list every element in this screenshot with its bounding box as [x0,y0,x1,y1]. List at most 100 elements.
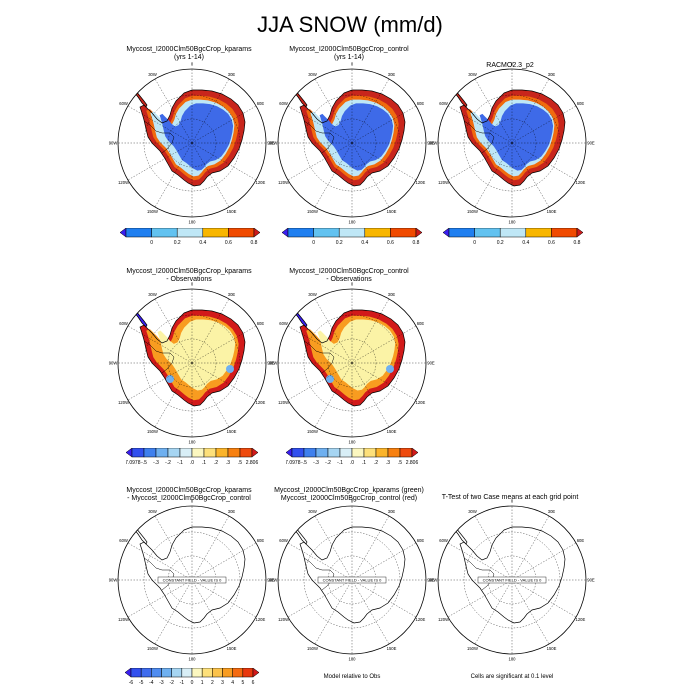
colorbar-tick-label: 2.806 [406,460,418,466]
longitude-label: 180 [189,220,197,225]
colorbar-tick-label: 0.4 [199,240,206,246]
panel-title-5: Myccost_I2000Clm50BgcCrop_control - Obse… [269,268,429,283]
longitude-label: 60E [417,321,425,326]
colorbar-diff-3: -6 -5 -4 -3 -2 -1 0 1 2 3 4 5 6 [125,668,259,686]
meridian-line [447,579,513,618]
colorbar-tick-label: .5 [238,460,242,466]
colorbar-tick-label: 0.2 [497,240,504,246]
panel-title-4-line2: - Observations [166,275,212,283]
meridian-line [351,78,390,144]
interior-fill [319,103,394,171]
colorbar-box [242,668,254,678]
footnote-model-relative: Model relative to Obs [323,674,381,680]
colorbar-tick-label: -5 [139,680,144,686]
panel-title-2-line1: Myccost_I2000Clm50BgcCrop_control [289,46,409,53]
colorbar-tick-label: -.2 [165,460,171,466]
longitude-label: 30E [388,292,396,297]
colorbar-tick-label: .5 [398,460,402,466]
longitude-label: 60W [119,321,128,326]
colorbar-box [212,668,223,678]
colorbar-box [191,668,203,678]
longitude-label: 150W [147,646,158,651]
coastline [299,309,406,407]
longitude-label: 90E [267,361,275,366]
meridian-line [191,105,257,144]
meridian-line [191,579,230,645]
panel-title-4: Myccost_I2000Clm50BgcCrop_kparams - Obse… [109,268,269,283]
longitude-label: 90W [109,578,118,583]
meridian-line [287,105,353,144]
meridian-line [154,78,193,144]
meridian-line [127,142,193,181]
colorbar-tick-label: -3 [159,680,164,686]
meridian-line [511,142,550,208]
meridian-line [474,515,513,581]
longitude-label: 60E [257,538,265,543]
coastline [139,309,246,407]
longitude-label: 90W [269,578,278,583]
colorbar-tick-label: -.3 [313,460,319,466]
longitude-label: 120E [256,617,266,622]
colorbar-box [140,668,152,678]
colorbar-abs-1: 00.20.40.60.81 [120,228,260,246]
meridian-line [287,579,353,618]
meridian-line [314,298,353,364]
meridian-line [191,515,230,581]
colorbar-box [228,228,255,238]
colorbar-tick-label: -.1 [177,460,183,466]
longitude-label: 30E [228,509,236,514]
longitude-label: 0 [511,499,514,504]
longitude-label: 30W [308,292,317,297]
coastline [299,89,406,187]
longitude-label: 120W [278,180,289,185]
colorbar-box [201,668,213,678]
meridian-line [154,298,193,364]
colorbar-tick-label: -.3 [153,460,159,466]
colorbar-box [351,448,365,458]
map-kparams: 0 30E 60E 90E 120E 150E 180 150W 120W 90W 60W 30W [109,62,275,225]
longitude-label: 30W [308,72,317,77]
meridian-line [474,579,513,645]
constant-field-label: CONSTANT FIELD - VALUE IS 0 [323,578,382,583]
coastline [139,526,246,624]
meridian-line [191,78,230,144]
colorbar-tick-label: 0.8 [251,240,258,246]
meridian-line [351,105,417,144]
colorbar-end-high [252,668,259,678]
longitude-label: 150E [227,209,237,214]
colorbar-box [448,228,475,238]
longitude-label: 180 [189,440,197,445]
coastline [459,526,566,624]
longitude-label: 90E [587,578,595,583]
colorbar-box [363,448,377,458]
longitude-label: 60E [417,101,425,106]
colorbar-tick-label: -.5 [141,460,147,466]
longitude-label: 150E [387,429,397,434]
colorbar-box [151,668,162,678]
meridian-line [127,579,193,618]
panel-title-6: Myccost_I2000Clm50BgcCrop_kparams - Mycc… [109,487,269,502]
colorbar-end-low [125,668,132,678]
colorbar-box [364,228,391,238]
map-ttest: 0 30E 60E 90E 120E 150E 180 150W 120W 90W 60W 30W CO… [429,499,595,662]
colorbar-tick-label: -7.0978 [286,460,301,466]
panel-title-3: RACMO2.3_p2 [430,62,590,70]
colorbar-tick-label: 0.8 [413,240,420,246]
colorbar-tick-label: .1 [202,460,206,466]
panel-title-8-line1: T-Test of two Case means at each grid po… [441,494,579,501]
colorbar-box [390,228,417,238]
meridian-line [127,325,193,364]
meridian-line [511,515,550,581]
colorbar-tick-label: 0 [312,240,315,246]
longitude-label: 30E [548,72,556,77]
panel-title-2-line2: (yrs 1-14) [334,53,364,61]
longitude-label: 30E [228,292,236,297]
colorbar-box [176,228,204,238]
colorbar-tick-label: -1 [180,680,185,686]
map-frame [117,288,267,438]
meridian-line [127,105,193,144]
longitude-label: 60E [417,538,425,543]
colorbar-tick-label: .1 [362,460,366,466]
panel-title-1: Myccost_I2000Clm50BgcCrop_kparams (yrs 1… [109,46,269,61]
longitude-label: 120W [438,617,449,622]
